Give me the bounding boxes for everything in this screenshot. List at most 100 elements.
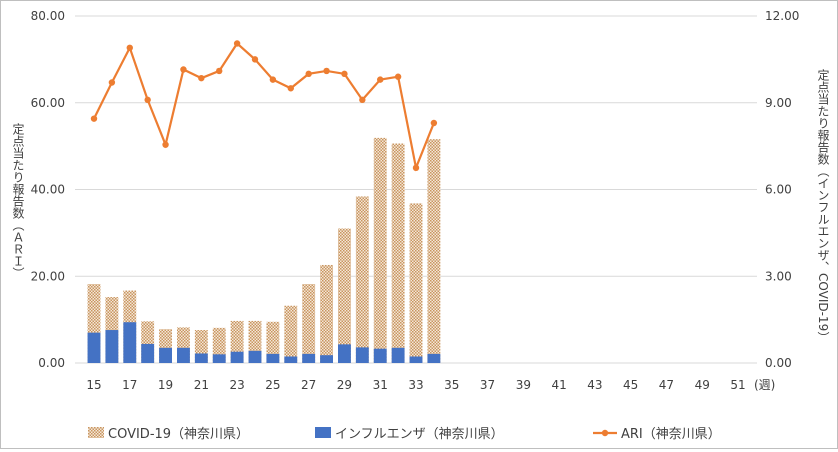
influenza-bar [391, 347, 405, 363]
right-tick-label: 3.00 [765, 269, 792, 283]
legend-covid-swatch [88, 427, 104, 438]
ari-point [126, 44, 133, 52]
x-tick-label: 47 [659, 378, 674, 392]
left-tick-label: 20.00 [31, 269, 65, 283]
influenza-bar [194, 353, 208, 363]
legend: COVID-19（神奈川県） インフルエンザ（神奈川県） ARI（神奈川県） [88, 427, 721, 442]
ari-point [412, 164, 420, 172]
covid-bar [212, 327, 226, 363]
ari-point [180, 66, 187, 73]
left-tick-label: 40.00 [31, 183, 65, 197]
ari-point [90, 115, 98, 122]
influenza-bar [141, 343, 155, 363]
influenza-bar [409, 356, 423, 363]
x-tick-label: 21 [194, 378, 209, 392]
legend-covid-label: COVID-19（神奈川県） [108, 427, 249, 442]
influenza-bar [266, 353, 280, 363]
ari-point [198, 74, 205, 82]
covid-bar [302, 284, 316, 363]
bars [87, 137, 441, 363]
legend-ari-label: ARI（神奈川県） [621, 427, 721, 442]
x-tick-label: 25 [265, 378, 280, 392]
ari-point [377, 76, 384, 83]
influenza-bar [212, 354, 226, 363]
left-tick-label: 80.00 [31, 9, 65, 23]
right-tick-label: 9.00 [765, 96, 792, 110]
x-tick-label: 37 [480, 378, 495, 392]
influenza-bar [123, 322, 137, 363]
x-tick-label: 49 [695, 378, 710, 392]
ari-point [394, 73, 402, 80]
influenza-bar [284, 356, 298, 363]
x-axis-ticks: 15 17 19 21 23 25 27 29 31 33 35 37 39 41 43 45 47 49 51 (週… [86, 378, 775, 392]
influenza-bar [320, 355, 333, 363]
x-tick-label: 23 [229, 378, 244, 392]
x-tick-label: 31 [373, 378, 388, 392]
ari-point [269, 76, 277, 83]
legend-ari-swatch-marker [601, 429, 609, 437]
covid-bar [355, 196, 369, 363]
influenza-bar [87, 332, 101, 363]
ari-point [430, 119, 438, 127]
x-tick-label: 45 [623, 378, 638, 392]
x-tick-label: 17 [122, 378, 137, 392]
ari-point [216, 67, 223, 75]
covid-bar [320, 264, 333, 363]
ari-point [305, 70, 312, 78]
right-axis-ticks: 0.00 3.00 6.00 9.00 12.00 [765, 9, 799, 370]
left-axis-ticks: 0.00 20.00 40.00 60.00 80.00 [31, 9, 65, 370]
ari-point [359, 96, 366, 104]
axis-labels: 定点当たり報告数（ＡＲＩ） 定点当たり報告数（インフルエンザ、COVID-19） [11, 68, 830, 344]
ari-point [162, 141, 169, 148]
x-tick-label: 19 [158, 378, 173, 392]
right-tick-label: 6.00 [765, 183, 792, 197]
covid-bar [373, 137, 387, 363]
covid-bar [427, 139, 441, 363]
influenza-bar [230, 351, 244, 363]
x-tick-label: 33 [408, 378, 423, 392]
influenza-bar [373, 348, 387, 363]
right-axis-title: 定点当たり報告数（インフルエンザ、COVID-19） [816, 68, 830, 344]
influenza-bar [159, 347, 172, 363]
x-tick-label: 29 [337, 378, 352, 392]
x-tick-label: 43 [587, 378, 602, 392]
ari-point [251, 56, 259, 63]
x-tick-label: 41 [551, 378, 566, 392]
legend-influenza-swatch [315, 427, 331, 438]
covid-bar [284, 305, 298, 363]
ari-line-path [93, 41, 435, 172]
influenza-bar [302, 353, 316, 363]
ari-point [341, 70, 348, 78]
covid-bar [338, 228, 351, 363]
influenza-bar [355, 347, 369, 363]
x-tick-label: 51 [730, 378, 745, 392]
x-tick-label: 27 [301, 378, 316, 392]
influenza-bar [338, 344, 351, 363]
ari-point [233, 40, 241, 47]
right-tick-label: 0.00 [765, 356, 792, 370]
ari-point [287, 85, 294, 92]
covid-bar [409, 203, 423, 363]
ari-line [90, 40, 438, 172]
left-tick-label: 0.00 [38, 356, 65, 370]
x-tick-label: 39 [516, 378, 531, 392]
influenza-bar [427, 353, 441, 363]
x-tick-label: 35 [444, 378, 459, 392]
influenza-bar [105, 330, 119, 363]
ari-point [323, 67, 330, 75]
legend-influenza-label: インフルエンザ（神奈川県） [335, 427, 504, 442]
covid-bar [266, 321, 280, 363]
left-axis-title: 定点当たり報告数（ＡＲＩ） [11, 122, 25, 279]
ari-point [144, 96, 151, 104]
covid-bar [391, 143, 405, 363]
x-tick-label: 15 [86, 378, 101, 392]
ari-point [108, 79, 116, 86]
right-tick-label: 12.00 [765, 9, 799, 23]
x-axis-unit: (週) [754, 378, 775, 392]
influenza-bar [177, 347, 190, 363]
gridlines [75, 15, 757, 364]
influenza-bar [248, 350, 262, 363]
left-tick-label: 60.00 [31, 96, 65, 110]
